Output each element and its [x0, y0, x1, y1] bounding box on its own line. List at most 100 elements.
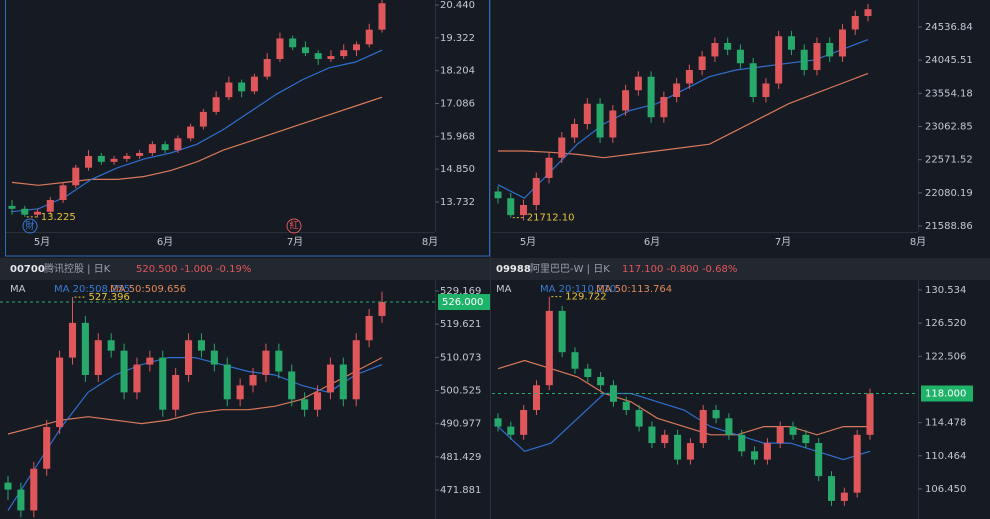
price-tag	[921, 385, 973, 402]
price-tag-label: 118.000	[925, 389, 966, 400]
candle-body	[43, 427, 51, 469]
candle-body	[571, 123, 579, 138]
y-tick-label: 471.881	[440, 485, 481, 496]
candle-body	[17, 489, 25, 511]
header-bar	[0, 258, 990, 280]
candle-body	[340, 50, 348, 57]
candle-body	[864, 9, 872, 16]
candle-body	[365, 315, 373, 341]
y-tick-label: 18.204	[440, 66, 475, 77]
candle-body	[622, 401, 630, 411]
candle-body	[172, 374, 180, 410]
candle-body	[802, 434, 810, 444]
quote: 117.100 -0.800 -0.68%	[622, 264, 737, 275]
candle-body	[736, 49, 744, 64]
y-tick-label: 529.169	[440, 286, 481, 297]
candle-body	[85, 155, 93, 168]
candle-body	[289, 38, 297, 48]
badge-label: 紅	[289, 221, 298, 232]
candle-body	[776, 426, 784, 444]
candle-body	[853, 434, 861, 493]
candle-body	[30, 468, 38, 511]
candle-body	[800, 49, 808, 70]
candle-body	[288, 371, 296, 400]
ma-legend: MA	[496, 284, 512, 295]
candle-body	[494, 191, 502, 199]
candle-body	[815, 443, 823, 477]
candle-body	[827, 476, 836, 501]
ma-legend: MA 20:508.255	[54, 284, 130, 295]
candle-body	[262, 350, 270, 375]
candle-body	[673, 83, 681, 97]
ma-legend: MA 20:110.210	[540, 284, 616, 295]
candle-body	[520, 410, 528, 435]
x-tick-label: 7月	[287, 236, 303, 248]
candle-body	[762, 83, 770, 97]
candle-body	[699, 410, 707, 444]
ticker-code: 00700	[10, 264, 45, 275]
candle-body	[661, 434, 669, 444]
candle-body	[866, 393, 874, 435]
y-tick-label: 519.621	[440, 319, 481, 330]
candle-body	[596, 103, 604, 138]
y-tick-label: 13.732	[440, 197, 475, 208]
candle-body	[148, 144, 156, 154]
candle-body	[751, 451, 759, 460]
candle-body	[212, 97, 220, 112]
y-tick-label: 23554.18	[925, 88, 973, 99]
y-tick-label: 114.478	[925, 418, 966, 429]
candle-body	[789, 426, 797, 435]
candle-body	[838, 29, 846, 57]
annotation-label: 21712.10	[527, 213, 575, 224]
ticker-name: 阿里巴巴-W | 日K	[530, 263, 610, 275]
candle-body	[352, 44, 360, 51]
candle-body	[634, 76, 642, 91]
ma20-line	[11, 49, 383, 213]
x-tick-label: 5月	[34, 236, 50, 248]
candle-body	[609, 110, 617, 138]
candle-body	[622, 90, 630, 111]
candle-body	[532, 177, 540, 205]
candle-body	[146, 357, 154, 365]
candle-body	[136, 153, 144, 156]
candle-body	[59, 185, 67, 200]
candle-body	[275, 350, 283, 372]
y-tick-label: 15.968	[440, 131, 475, 142]
x-tick-label: 6月	[644, 236, 660, 248]
candle-body	[494, 418, 502, 427]
candle-body	[159, 357, 167, 410]
candle-body	[123, 155, 131, 159]
x-tick-label: 8月	[422, 236, 438, 248]
candle-body	[775, 36, 783, 84]
candle-body	[197, 340, 205, 351]
candle-body	[584, 368, 592, 377]
candle-body	[97, 155, 105, 162]
y-tick-label: 490.977	[440, 419, 481, 430]
ma-legend: MA	[10, 284, 26, 295]
candle-body	[520, 204, 528, 216]
candle-body	[724, 42, 732, 50]
candle-body	[174, 138, 182, 151]
candle-body	[94, 340, 102, 375]
candle-body	[712, 410, 720, 419]
y-tick-label: 122.506	[925, 351, 966, 362]
candle-body	[558, 310, 566, 353]
badge-label: 財	[25, 220, 34, 232]
candle-body	[365, 29, 373, 45]
candle-body	[249, 374, 257, 386]
candle-body	[81, 322, 89, 375]
candle-body	[301, 47, 309, 54]
ma-legend: MA 50:113.764	[596, 284, 672, 295]
candle-body	[72, 167, 80, 186]
candle-body	[326, 364, 334, 393]
candle-body	[648, 426, 656, 444]
candle-body	[313, 392, 322, 410]
ma20-line	[7, 357, 383, 511]
candle-body	[223, 364, 231, 400]
candle-body	[507, 198, 515, 216]
candle-body	[210, 350, 218, 365]
candle-body	[301, 399, 309, 410]
annotation-label: 129.722	[565, 292, 606, 303]
candle-body	[698, 56, 706, 70]
candle-body	[352, 340, 360, 400]
